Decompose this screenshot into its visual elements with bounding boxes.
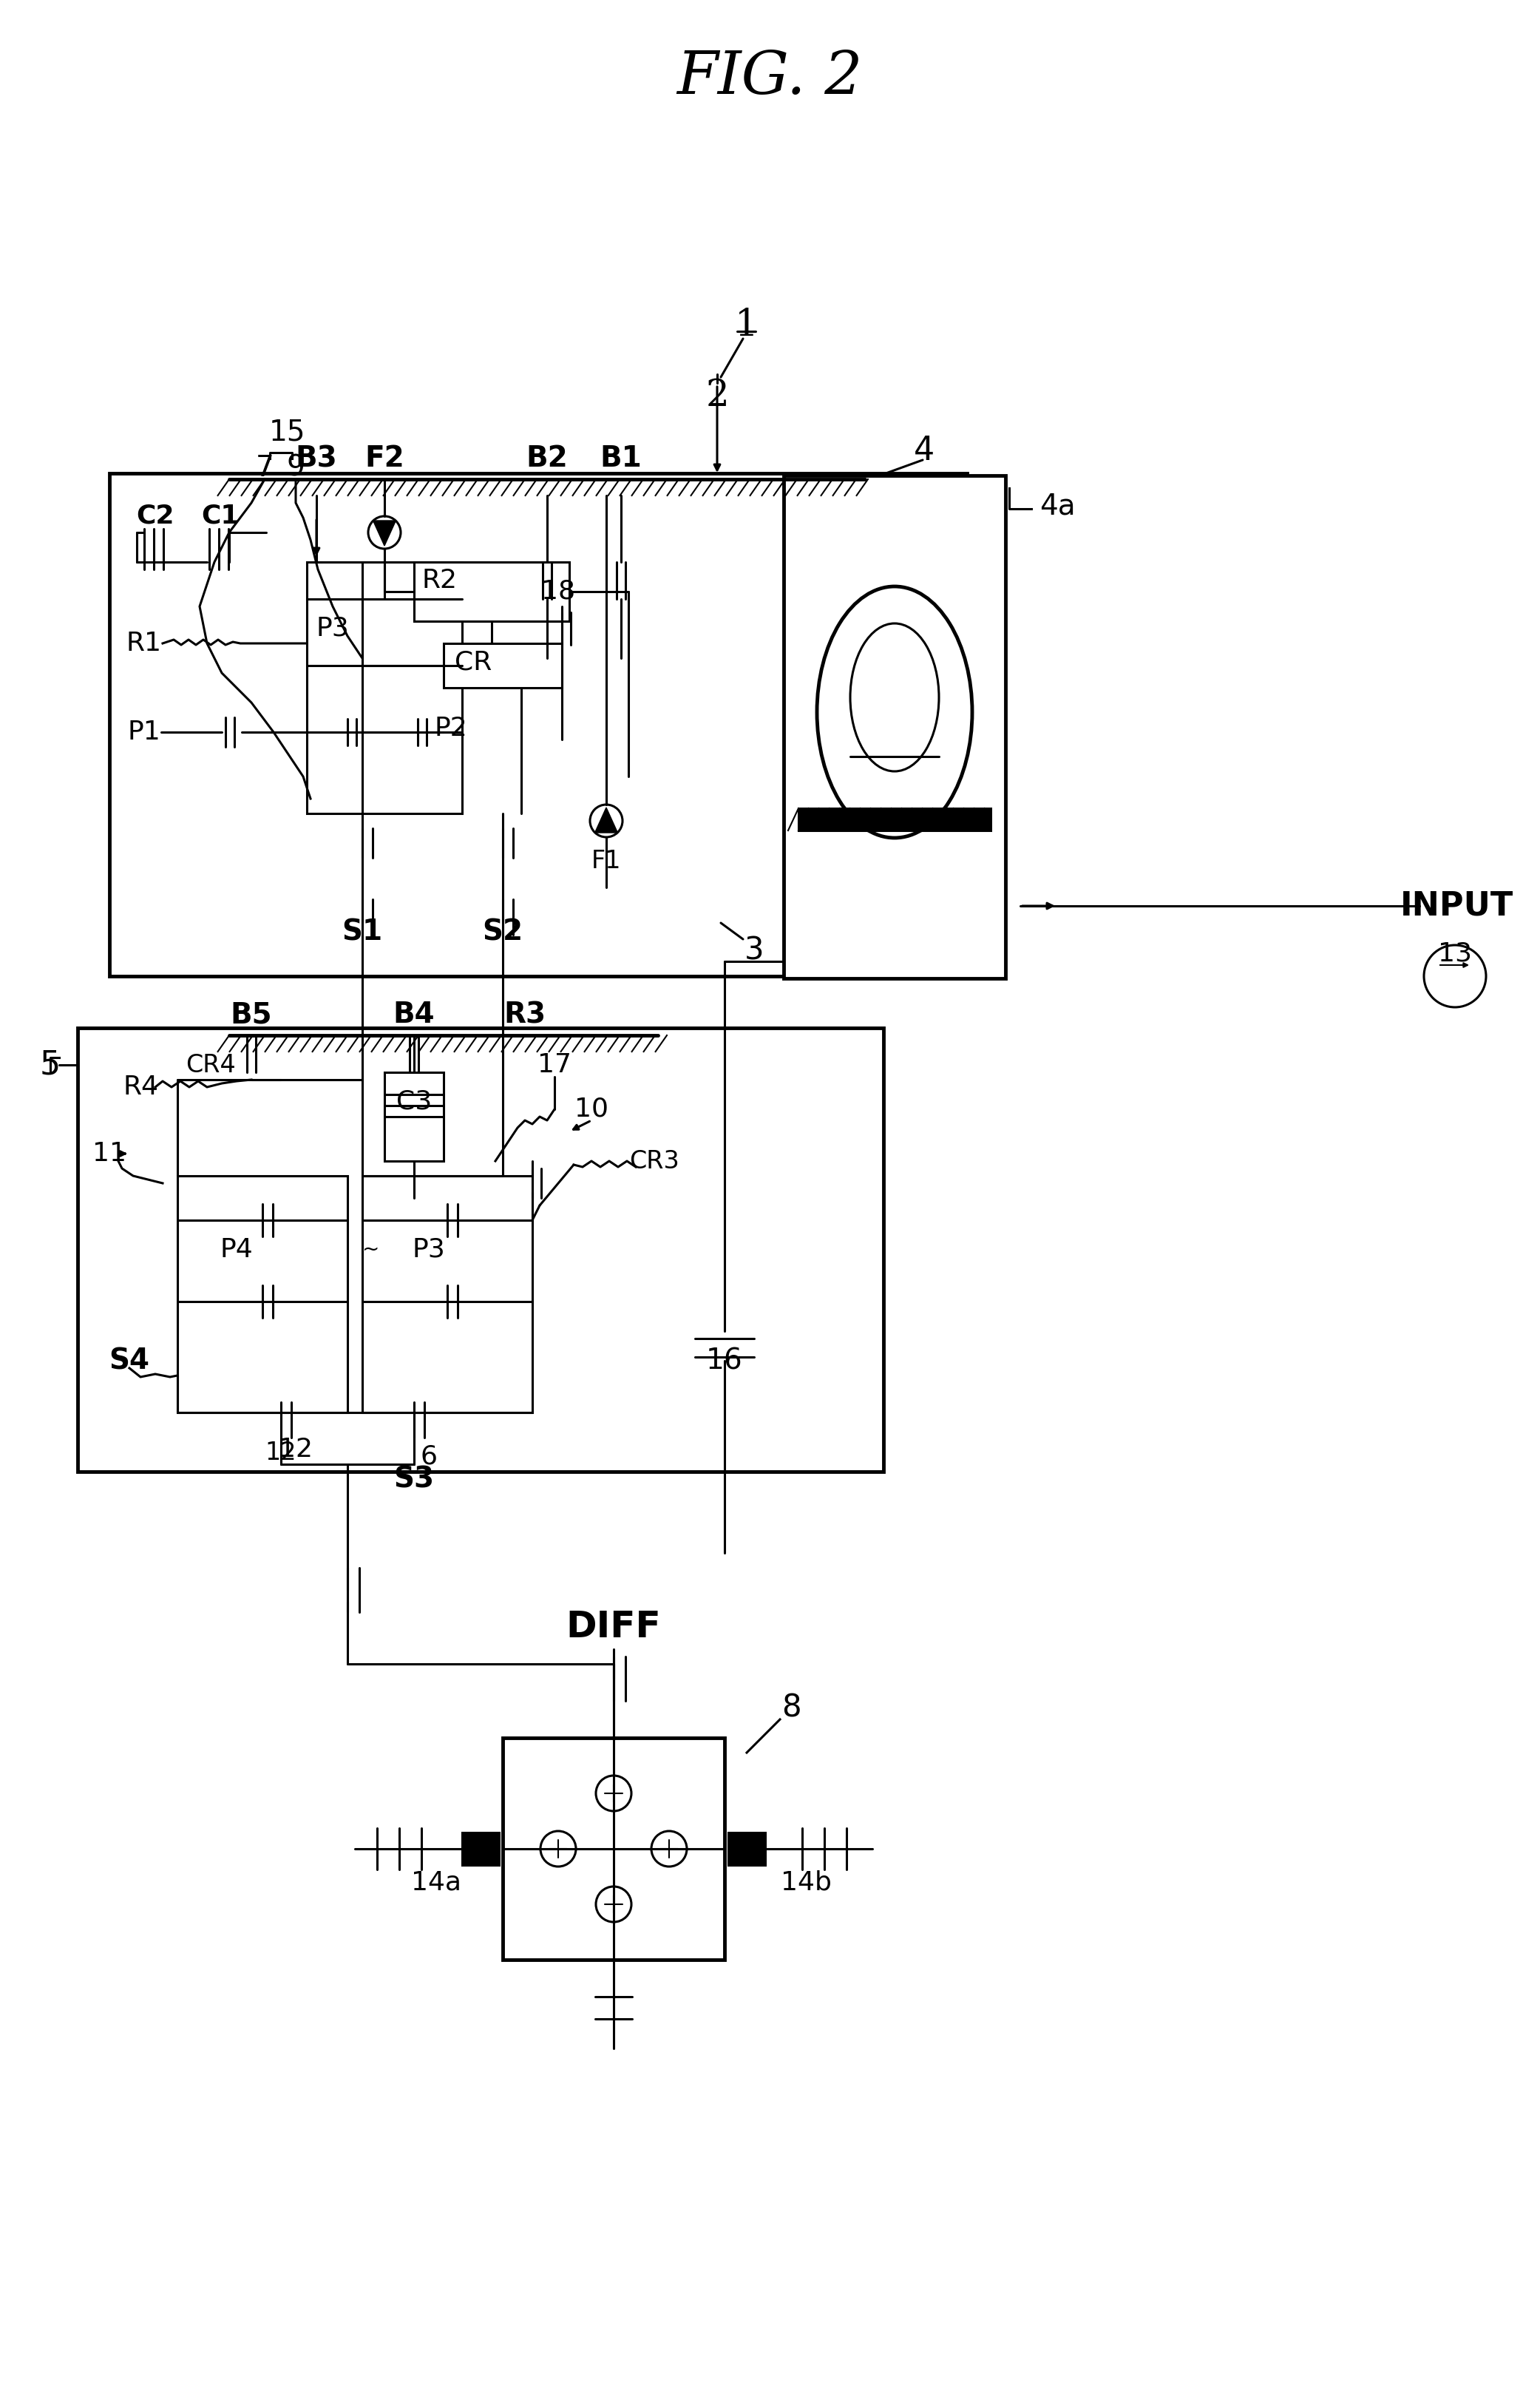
- Bar: [362, 1176, 533, 1413]
- Text: 9: 9: [286, 453, 305, 482]
- Polygon shape: [373, 521, 396, 545]
- Text: P2: P2: [434, 715, 468, 741]
- Text: R4: R4: [123, 1075, 159, 1099]
- Bar: [798, 808, 990, 830]
- Text: 7: 7: [256, 453, 274, 482]
- Text: 12: 12: [265, 1442, 297, 1466]
- Text: DIFF: DIFF: [567, 1610, 661, 1646]
- Text: 13: 13: [1438, 940, 1472, 967]
- Text: 3: 3: [744, 936, 764, 967]
- Text: 15: 15: [268, 417, 305, 446]
- Text: CR4: CR4: [186, 1053, 236, 1077]
- Text: S1: S1: [342, 919, 382, 945]
- Text: P1: P1: [128, 720, 160, 744]
- Text: C3: C3: [396, 1089, 431, 1116]
- Text: R3: R3: [504, 1000, 547, 1029]
- Text: B5: B5: [231, 1000, 273, 1029]
- Text: CR: CR: [454, 650, 491, 674]
- Text: 14b: 14b: [781, 1869, 832, 1895]
- Bar: [784, 475, 1006, 979]
- Bar: [414, 561, 570, 621]
- Bar: [462, 1833, 499, 1864]
- Text: B1: B1: [601, 444, 642, 473]
- Bar: [177, 1176, 348, 1413]
- Text: 16: 16: [707, 1346, 742, 1375]
- Bar: [502, 1737, 724, 1960]
- Text: 12: 12: [279, 1437, 313, 1461]
- Text: INPUT: INPUT: [1400, 890, 1514, 921]
- Bar: [306, 561, 462, 813]
- Text: S2: S2: [482, 919, 524, 945]
- Text: 1: 1: [735, 307, 759, 343]
- Text: 4a: 4a: [1040, 492, 1075, 521]
- Text: B3: B3: [296, 444, 337, 473]
- Text: P3: P3: [413, 1238, 445, 1262]
- Text: 2: 2: [705, 377, 728, 415]
- Text: P4: P4: [220, 1238, 253, 1262]
- Text: ~: ~: [362, 1240, 380, 1259]
- Bar: [109, 473, 967, 976]
- Bar: [385, 1072, 444, 1161]
- Text: S4: S4: [109, 1346, 149, 1375]
- Text: C1: C1: [202, 504, 239, 528]
- Text: 14a: 14a: [411, 1869, 462, 1895]
- Text: 4: 4: [913, 434, 935, 468]
- Text: 17: 17: [537, 1053, 571, 1077]
- Text: R1: R1: [126, 631, 162, 655]
- Text: F2: F2: [365, 444, 405, 473]
- Text: 18: 18: [541, 578, 576, 605]
- Text: 10: 10: [574, 1096, 608, 1123]
- Text: FIG. 2: FIG. 2: [676, 48, 862, 106]
- Text: 5: 5: [40, 1048, 60, 1082]
- Text: S3: S3: [394, 1466, 434, 1492]
- Text: F1: F1: [591, 849, 621, 873]
- Text: 11: 11: [92, 1142, 126, 1166]
- Bar: [77, 1027, 884, 1471]
- Bar: [444, 643, 562, 689]
- Text: 6: 6: [420, 1444, 437, 1471]
- Text: R2: R2: [422, 569, 457, 593]
- Text: B2: B2: [527, 444, 568, 473]
- Bar: [728, 1833, 765, 1864]
- Text: B4: B4: [393, 1000, 434, 1029]
- Text: 8: 8: [781, 1694, 801, 1725]
- Text: P3: P3: [316, 617, 350, 641]
- Text: C2: C2: [136, 504, 174, 528]
- Text: CR3: CR3: [630, 1149, 679, 1173]
- Polygon shape: [594, 808, 618, 832]
